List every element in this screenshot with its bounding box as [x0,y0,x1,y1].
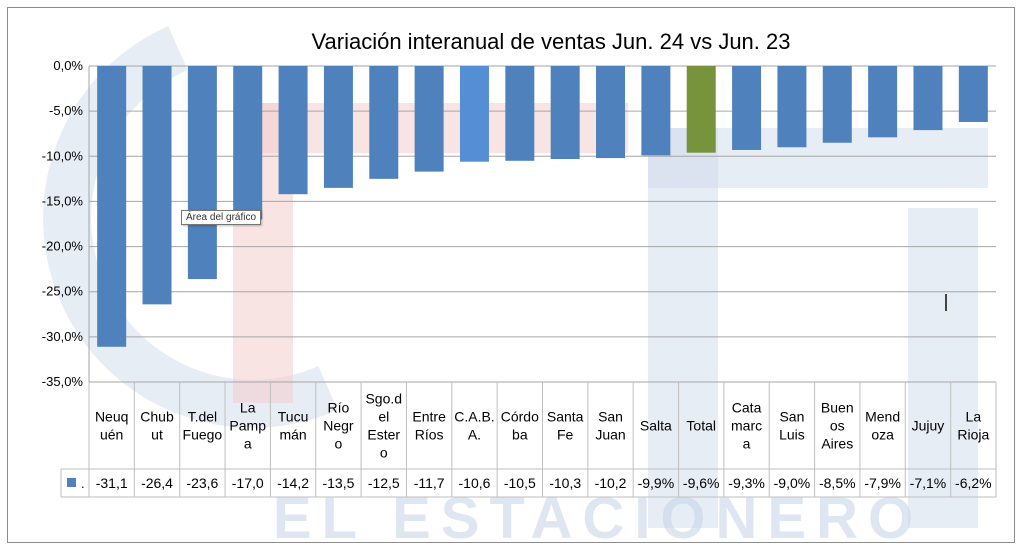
y-tick-label: -30,0% [42,329,84,344]
bar [233,66,263,220]
bar [596,66,626,159]
category-label: C.A.B. A. [454,409,494,443]
category-label: San Juan [595,409,625,443]
bar [459,66,489,162]
bar [187,66,217,280]
bar [505,66,535,161]
category-label: Neuq uén [95,409,128,443]
value-label: -12,5 [368,475,400,491]
bar [686,66,716,153]
value-label: -17,0 [232,475,264,491]
bar [732,66,762,150]
value-label: -10,3 [549,475,581,491]
category-label: Chub ut [140,409,174,443]
y-tick-label: -10,0% [42,148,84,163]
watermark: EL ESTACIONERO [43,26,988,544]
value-label: -13,5 [322,475,354,491]
category-label: Buen os Aires [821,400,854,452]
value-label: -9,3% [728,475,765,491]
category-label: Tucu mán [278,409,309,443]
bar [278,66,308,195]
category-label: Córdo ba [501,409,539,443]
watermark-text: EL ESTACIONERO [273,486,923,544]
bar [822,66,852,143]
y-tick-label: 0,0% [53,58,83,73]
category-label: Total [686,418,716,434]
category-label: Mend oza [865,409,900,443]
bar [958,66,988,122]
category-label: San Luis [779,409,805,443]
chart-area[interactable]: EL ESTACIONERO Variación interanual de v… [7,7,1015,544]
value-label: -11,7 [414,475,445,491]
data-table: . Neuq uén -31,1 Chub ut -26,4 T.del Fuego -23,6 L… [60,382,997,498]
y-tick-label: -5,0% [49,103,83,118]
bar [369,66,399,179]
tooltip: Área del gráfico [181,210,262,225]
bar [142,66,172,305]
value-label: -31,1 [96,475,128,491]
value-label: -9,0% [774,475,811,491]
y-tick-label: -25,0% [42,284,84,299]
bar [777,66,807,148]
value-label: -8,5% [819,475,856,491]
value-label: -26,4 [141,475,173,491]
watermark-blue-right-shape [908,208,978,528]
category-label: Cata marc a [731,400,762,452]
value-label: -14,2 [277,475,309,491]
category-label: T.del Fuego [183,409,223,443]
category-label: Sgo.d el Ester o [365,391,402,461]
category-label: Entre Ríos [412,409,446,443]
category-label: La Rioja [957,409,989,443]
y-tick-label: -15,0% [42,193,84,208]
bar [323,66,353,188]
value-label: -7,1% [910,475,947,491]
text-cursor [945,294,947,311]
value-label: -10,2 [595,475,627,491]
y-axis-ticks: 0,0% -5,0% -10,0% -15,0% -20,0% -25,0% -30,0% -… [42,58,84,389]
category-label: Santa Fe [547,409,584,443]
value-label: -23,6 [186,475,218,491]
value-label: -6,2% [955,475,992,491]
bar [550,66,580,159]
category-label: Jujuy [912,418,945,434]
value-label: -10,6 [459,475,491,491]
legend-key [67,478,76,487]
value-label: -10,5 [504,475,536,491]
watermark-blue-stem-shape [648,128,718,528]
chart-title: Variación interanual de ventas Jun. 24 v… [311,29,790,54]
value-label: -9,9% [638,475,675,491]
value-label: -7,9% [864,475,901,491]
y-tick-label: -35,0% [42,374,84,389]
bar [414,66,444,172]
value-label: -9,6% [683,475,720,491]
bar [868,66,898,138]
category-label: Río Negr o [323,400,354,452]
bar [97,66,127,347]
category-label: Salta [640,418,672,434]
chart-svg: EL ESTACIONERO Variación interanual de v… [42,26,997,544]
legend-label: . [81,476,85,491]
bar [641,66,671,156]
bars [97,66,988,347]
category-label: La Pamp a [229,400,266,452]
bar [913,66,943,131]
y-tick-label: -20,0% [42,239,84,254]
